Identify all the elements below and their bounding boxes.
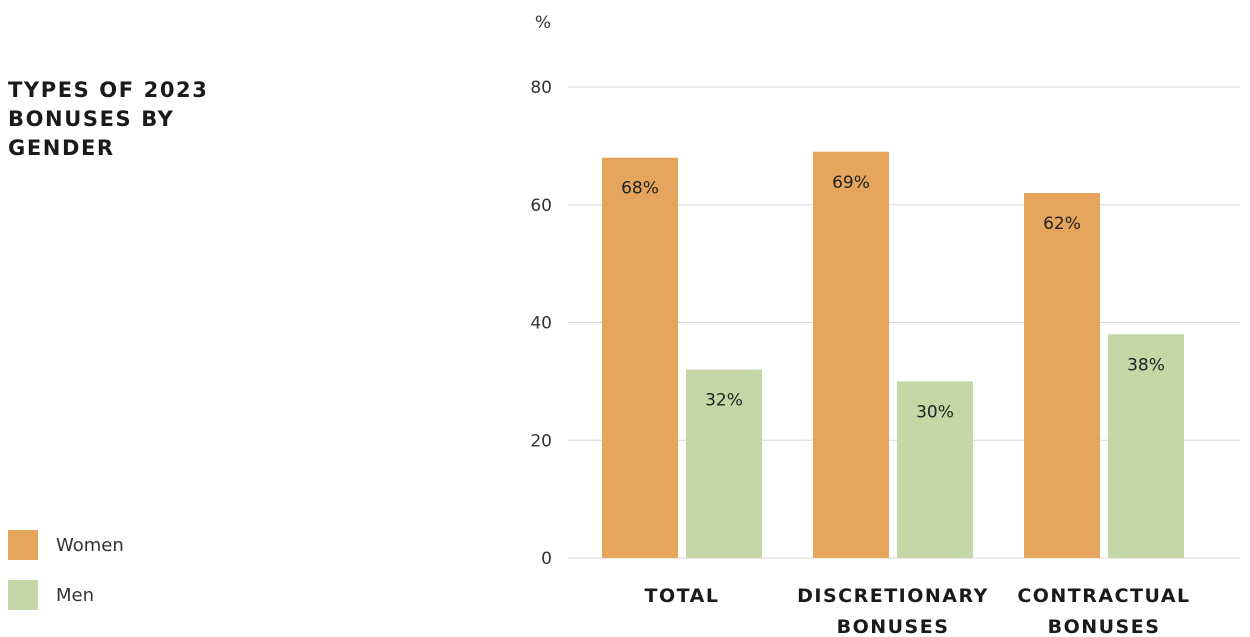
legend-swatch-women (8, 530, 38, 560)
y-tick-label-40: 40 (530, 314, 552, 334)
legend-label-women: Women (56, 534, 124, 556)
data-label-men-1: 30% (916, 402, 954, 422)
category-label-1-1: BONUSES (837, 616, 950, 637)
legend-item-women: Women (8, 528, 124, 562)
data-label-men-0: 32% (705, 391, 743, 411)
data-labels: 68% 32% 69% 30% 62% 38% (621, 173, 1165, 423)
category-label-2-0: CONTRACTUAL (1017, 585, 1190, 607)
y-axis-unit-label: % (535, 13, 551, 33)
bars (602, 151, 1184, 558)
y-axis-ticks: 0 20 40 60 80 (530, 78, 552, 569)
y-tick-label-20: 20 (530, 431, 552, 451)
bar-women-0 (602, 157, 678, 558)
x-axis-categories: TOTAL DISCRETIONARY BONUSES CONTRACTUAL BONU… (645, 585, 1190, 637)
legend-label-men: Men (56, 584, 95, 606)
legend-item-men: Men (8, 578, 124, 612)
legend-swatch-men (8, 580, 38, 610)
y-tick-label-60: 60 (530, 196, 552, 216)
bar-men-0 (686, 369, 762, 558)
bar-men-1 (897, 381, 973, 558)
y-tick-label-0: 0 (541, 549, 552, 569)
chart-title: TYPES OF 2023 BONUSES BY GENDER (8, 78, 209, 160)
data-label-women-0: 68% (621, 179, 659, 199)
category-label-2-1: BONUSES (1048, 616, 1161, 637)
bar-women-1 (813, 151, 889, 558)
category-label-0-0: TOTAL (645, 585, 720, 607)
data-label-men-2: 38% (1127, 355, 1165, 375)
legend: Women Men (8, 528, 124, 628)
y-tick-label-80: 80 (530, 78, 552, 98)
data-label-women-1: 69% (832, 173, 870, 193)
data-label-women-2: 62% (1043, 214, 1081, 234)
bar-men-2 (1108, 334, 1184, 558)
bar-women-2 (1024, 192, 1100, 558)
category-label-1-0: DISCRETIONARY (797, 585, 989, 607)
